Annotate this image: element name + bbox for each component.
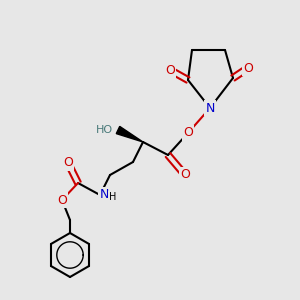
Text: O: O <box>57 194 67 206</box>
Text: N: N <box>99 188 109 202</box>
Text: O: O <box>63 157 73 169</box>
Text: HO: HO <box>96 125 113 135</box>
Text: N: N <box>205 101 215 115</box>
Text: O: O <box>180 169 190 182</box>
Polygon shape <box>116 126 143 142</box>
Text: H: H <box>109 192 117 202</box>
Text: O: O <box>243 61 253 74</box>
Text: O: O <box>165 64 175 76</box>
Text: O: O <box>183 127 193 140</box>
